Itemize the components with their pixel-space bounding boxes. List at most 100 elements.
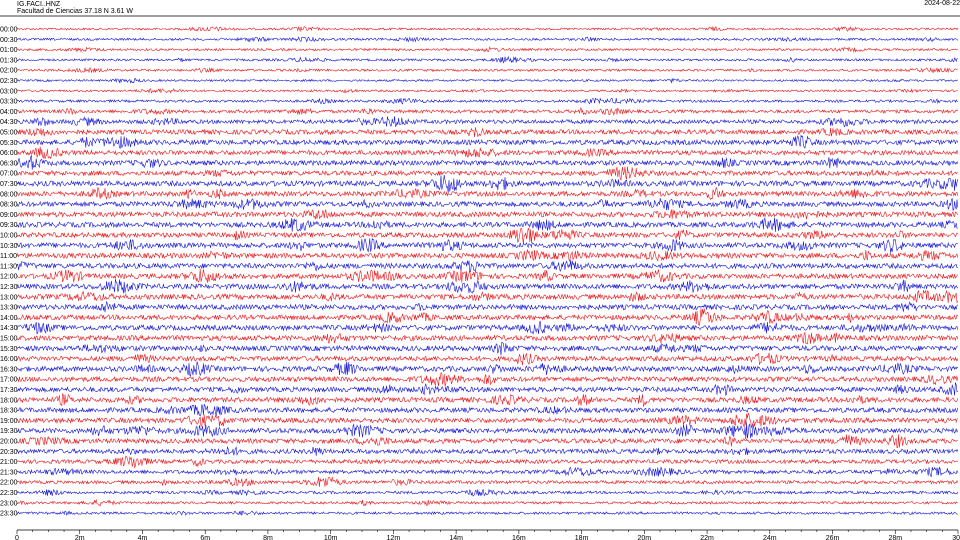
x-tick-label: 18m [575,535,589,540]
trace-line-1930 [16,422,959,440]
row-label: 23:00 [0,500,18,507]
row-label: 12:30 [0,284,18,291]
row-label: 03:30 [0,99,18,106]
x-tick-label: 2m [75,535,85,540]
trace-line-0800 [16,186,959,201]
row-label: 19:30 [0,428,18,435]
row-label: 05:30 [0,140,18,147]
row-label: 18:00 [0,397,18,404]
trace-group [0,15,960,517]
row-label: 08:30 [0,202,18,209]
plot-date: 2024-08-22 [924,0,960,7]
x-tick-label: 10m [324,535,338,540]
trace-line-0300 [16,87,958,94]
x-tick-label: 8m [263,535,273,540]
row-label: 09:30 [0,222,18,229]
trace-line-1400 [16,308,959,327]
trace-line-2330 [16,510,958,517]
trace-line-2300 [16,498,958,507]
trace-line-2100 [16,455,958,469]
row-label: 17:00 [0,377,18,384]
x-tick-label: 14m [449,535,463,540]
row-label: 09:00 [0,212,18,219]
x-tick-label: 22m [700,535,714,540]
trace-line-1100 [16,248,959,262]
trace-line-1830 [16,403,959,417]
trace-line-0430 [16,116,959,128]
trace-line-0600 [16,146,959,160]
row-label: 20:30 [0,449,18,456]
trace-line-1530 [16,341,958,356]
trace-line-0030 [16,36,959,43]
row-label: 11:00 [0,253,17,260]
x-tick-label: 0 [15,535,19,540]
row-label: 16:30 [0,366,18,373]
trace-line-2030 [16,445,959,456]
trace-line-1030 [16,237,958,253]
station-location: Facultad de Ciencias 37.18 N 3.61 W [17,8,133,15]
x-tick-label: 16m [512,535,526,540]
trace-line-0200 [16,67,958,74]
row-label: 04:30 [0,119,18,126]
trace-line-0330 [16,97,958,105]
row-label: 08:00 [0,191,18,198]
row-label: 22:00 [0,480,18,487]
x-tick-label: 28m [888,535,902,540]
x-axis: 0 2m 4m 6m 8m 10m 12m 14m 16m 18m 20m 22m 24m 26m 28m 3… [15,529,960,540]
trace-line-1300 [16,289,959,304]
trace-line-0630 [16,155,959,170]
trace-line-1230 [16,279,959,294]
row-label: 15:00 [0,336,18,343]
trace-line-1630 [16,361,959,377]
trace-line-0930 [16,217,958,232]
row-label: 20:00 [0,439,18,446]
x-tick-label: 20m [638,535,652,540]
row-label: 11:30 [0,263,17,270]
trace-line-1800 [16,393,959,408]
trace-line-0700 [16,166,958,181]
trace-line-0230 [16,78,959,84]
row-label-group: 00:00 00:30 01:00 01:30 02:00 02:30 03:00 03:30… [0,27,18,518]
trace-line-2000 [16,434,958,448]
trace-line-1730 [16,382,958,397]
trace-line-0530 [16,134,959,150]
trace-line-0500 [16,127,958,138]
trace-line-1900 [16,412,959,429]
trace-line-1330 [16,300,958,313]
row-label: 02:30 [0,78,18,85]
trace-line-0900 [16,209,959,220]
trace-line-1430 [16,320,959,335]
row-label: 16:00 [0,356,18,363]
trace-line-0400 [16,107,959,116]
trace-line-0100 [16,46,958,53]
row-label: 00:30 [0,37,18,44]
x-tick-label: 30 [952,535,960,540]
row-label: 02:00 [0,68,18,75]
trace-line-1500 [16,332,959,345]
row-label: 21:30 [0,469,18,476]
row-label: 07:00 [0,171,18,178]
row-label: 05:00 [0,130,18,137]
x-tick-label: 4m [138,535,148,540]
row-label: 03:00 [0,88,18,95]
x-tick-label: 26m [826,535,840,540]
row-label: 17:30 [0,387,18,394]
trace-line-0830 [16,197,959,211]
trace-line-2200 [16,476,959,487]
row-label: 01:30 [0,57,18,64]
row-label: 04:00 [0,109,18,116]
trace-line-1000 [16,227,959,244]
trace-line-0130 [16,55,958,64]
row-label: 07:30 [0,181,18,188]
row-label: 15:30 [0,346,18,353]
row-label: 14:00 [0,315,18,322]
trace-line-0000 [16,26,959,33]
station-code: IG.FACI..HNZ [17,1,61,8]
x-tick-label: 24m [763,535,777,540]
trace-line-1200 [16,268,959,283]
row-label: 01:00 [0,47,18,54]
trace-line-2130 [16,466,959,478]
trace-line-2230 [16,488,959,497]
row-label: 00:00 [0,27,18,34]
